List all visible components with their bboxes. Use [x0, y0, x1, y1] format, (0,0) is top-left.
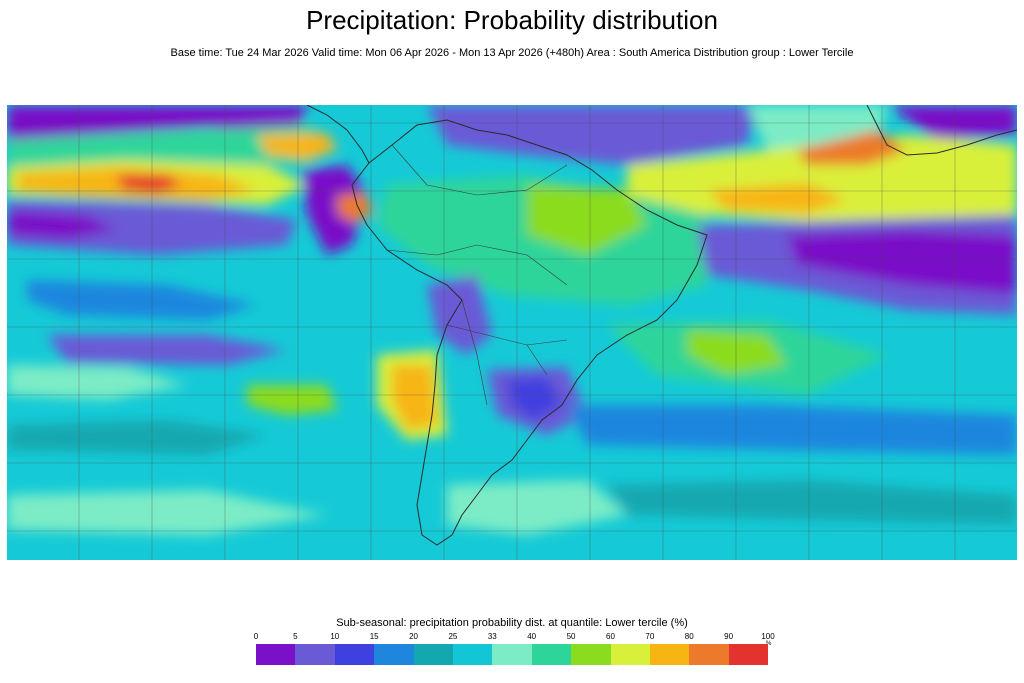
colorbar-swatch: [374, 644, 414, 665]
colorbar-tick-label: 40: [527, 632, 537, 641]
colorbar-tick-label: 90: [724, 632, 734, 641]
chart-subtitle: Base time: Tue 24 Mar 2026 Valid time: M…: [170, 47, 854, 59]
africa-coastline: [866, 105, 1017, 156]
graticule: [7, 105, 1017, 560]
colorbar-tick-label: 10: [330, 632, 340, 641]
chart-title: Precipitation: Probability distribution: [306, 5, 718, 35]
colorbar-swatch: [256, 644, 296, 665]
colorbar-swatch: [689, 644, 729, 665]
colorbar-unit: %: [766, 641, 772, 647]
colorbar-tick-label: 0: [253, 632, 259, 641]
colorbar-tick-labels: 0 5 10 15 20 25 33 40 50 60 70 80 90 100: [253, 632, 775, 642]
field-regions: [7, 105, 1017, 535]
colorbar-swatch: [413, 644, 453, 665]
colorbar-swatch: [649, 644, 690, 665]
colorbar-swatch: [334, 644, 375, 665]
colorbar-tick-label: 33: [487, 632, 497, 641]
colorbar-tick-label: 15: [369, 632, 379, 641]
colorbar-tick-label: 50: [566, 632, 576, 641]
colorbar-swatch: [610, 644, 650, 665]
central-america-coastline: [306, 105, 370, 164]
colorbar-tick-label: 80: [684, 632, 694, 641]
map-svg: [7, 105, 1017, 560]
probability-map: [7, 105, 1017, 560]
colorbar-tick-label: 100: [761, 632, 775, 641]
colorbar-tick-label: 25: [448, 632, 458, 641]
colorbar: [256, 644, 769, 665]
country-borders: [386, 144, 568, 406]
colorbar-tick-label: 5: [293, 632, 298, 641]
colorbar-tick-label: 70: [645, 632, 655, 641]
colorbar-swatch: [295, 644, 335, 665]
colorbar-swatch: [531, 644, 572, 665]
colorbar-swatch: [452, 644, 493, 665]
colorbar-title: Sub-seasonal: precipitation probability …: [336, 617, 688, 629]
colorbar-swatch: [571, 644, 611, 665]
south-america-coastline: [351, 119, 708, 546]
colorbar-tick-label: 60: [606, 632, 615, 641]
colorbar-tick-label: 20: [409, 632, 418, 641]
colorbar-swatch: [728, 644, 769, 665]
colorbar-swatch: [492, 644, 532, 665]
